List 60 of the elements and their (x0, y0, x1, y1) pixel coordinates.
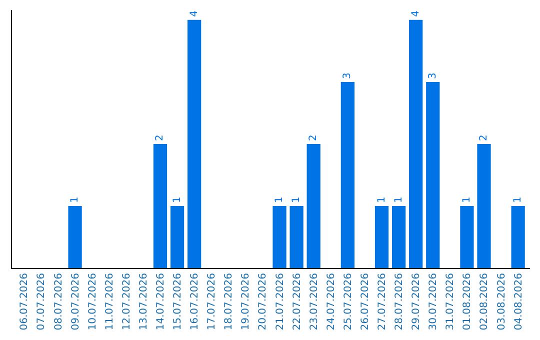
bar (188, 20, 202, 268)
x-tick-label: 30.07.2026 (428, 273, 440, 330)
x-tick-label: 31.07.2026 (445, 273, 456, 330)
data-label: 1 (461, 196, 472, 203)
x-tick-label: 17.07.2026 (206, 273, 218, 330)
data-label: 1 (376, 196, 388, 203)
data-label: 1 (512, 196, 524, 203)
x-tick-label: 13.07.2026 (138, 273, 150, 330)
x-tick-label: 10.07.2026 (87, 273, 98, 330)
data-label: 1 (70, 196, 81, 203)
x-tick-label: 11.07.2026 (104, 273, 116, 330)
bar (272, 206, 286, 268)
x-tick-label: 04.08.2026 (513, 273, 524, 330)
x-tick-label: 01.08.2026 (462, 273, 474, 330)
x-tick-label: 21.07.2026 (274, 273, 286, 330)
x-tick-label: 23.07.2026 (308, 273, 320, 330)
bar (511, 206, 525, 268)
x-tick-label: 29.07.2026 (411, 273, 422, 330)
x-tick-label: 18.07.2026 (224, 273, 235, 330)
x-tick-label: 07.07.2026 (36, 273, 48, 330)
x-tick-label: 15.07.2026 (172, 273, 184, 330)
data-label: 2 (308, 134, 320, 141)
data-label: 4 (188, 10, 200, 17)
bar (409, 20, 423, 268)
data-label: 4 (410, 10, 422, 17)
x-tick-label: 02.08.2026 (479, 273, 490, 330)
bar (460, 206, 474, 268)
bar (290, 206, 304, 268)
bar (306, 144, 320, 268)
x-tick-label: 09.07.2026 (70, 273, 82, 330)
x-tick-label: 19.07.2026 (240, 273, 252, 330)
bar (392, 206, 406, 268)
x-tick-label: 20.07.2026 (258, 273, 269, 330)
data-label: 2 (478, 134, 490, 141)
x-tick-label: 12.07.2026 (121, 273, 132, 330)
x-tick-label: 06.07.2026 (19, 273, 30, 330)
data-label: 2 (154, 134, 166, 141)
bar (477, 144, 491, 268)
bar (374, 206, 389, 268)
bar (426, 82, 440, 268)
bar (153, 144, 168, 268)
bar (68, 206, 82, 268)
x-tick-label: 26.07.2026 (360, 273, 371, 330)
data-label: 3 (427, 72, 438, 79)
x-tick-label: 25.07.2026 (342, 273, 354, 330)
data-label: 1 (291, 196, 302, 203)
x-tick-label: 27.07.2026 (377, 273, 388, 330)
bar (170, 206, 184, 268)
x-tick-label: 24.07.2026 (326, 273, 337, 330)
data-label: 1 (172, 196, 183, 203)
x-tick-label: 03.08.2026 (496, 273, 508, 330)
bar (340, 82, 354, 268)
data-label: 1 (274, 196, 286, 203)
x-tick-label: 08.07.2026 (53, 273, 64, 330)
x-tick-label: 14.07.2026 (155, 273, 166, 330)
x-tick-label: 16.07.2026 (190, 273, 201, 330)
x-tick-label: 28.07.2026 (394, 273, 406, 330)
data-label: 3 (342, 72, 354, 79)
data-label: 1 (393, 196, 404, 203)
x-tick-label: 22.07.2026 (292, 273, 303, 330)
